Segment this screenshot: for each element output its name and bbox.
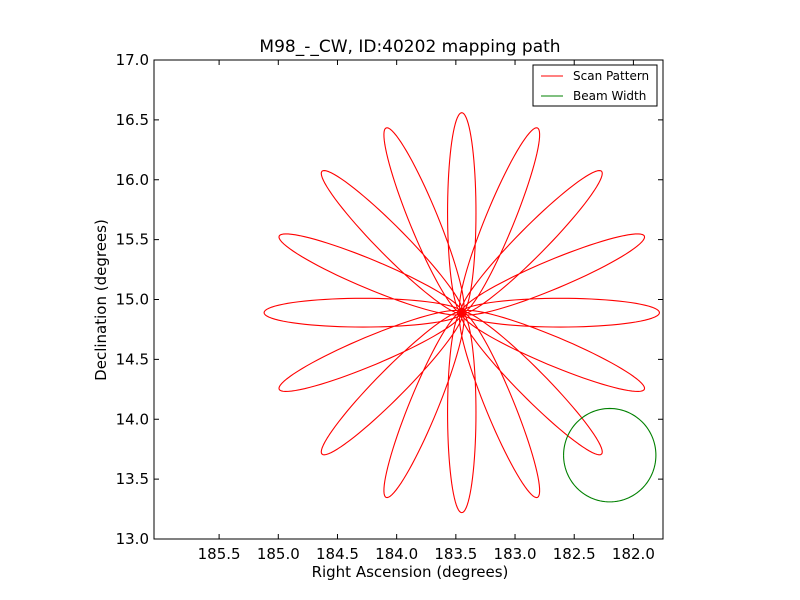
x-tick-label: 182.0 bbox=[612, 545, 655, 563]
legend: Scan Pattern Beam Width bbox=[532, 64, 658, 107]
y-tick-label: 15.0 bbox=[116, 291, 149, 309]
y-tick-label: 13.5 bbox=[116, 470, 149, 488]
beam-width-circle bbox=[563, 407, 657, 503]
x-tick-label: 184.5 bbox=[316, 545, 359, 563]
x-tick-label: 185.5 bbox=[198, 545, 241, 563]
legend-box bbox=[532, 64, 658, 107]
y-axis-ticks: 13.0 13.5 14.0 14.5 15.0 15.5 16.0 16.5 17.0 bbox=[116, 51, 663, 548]
x-axis-ticks: 185.5 185.0 184.5 184.0 183.5 183.0 182.5 182.0 bbox=[198, 60, 655, 563]
x-tick-label: 183.5 bbox=[434, 545, 477, 563]
chart-title: M98_-_CW, ID:40202 mapping path bbox=[259, 37, 560, 57]
y-tick-label: 16.5 bbox=[116, 111, 149, 129]
legend-label-beam-width: Beam Width bbox=[573, 89, 646, 103]
x-axis-label: Right Ascension (degrees) bbox=[312, 563, 509, 581]
y-tick-label: 14.5 bbox=[116, 350, 149, 368]
y-axis-label: Declination (degrees) bbox=[92, 219, 110, 381]
legend-label-scan-pattern: Scan Pattern bbox=[573, 69, 649, 83]
x-tick-label: 184.0 bbox=[375, 545, 418, 563]
y-tick-label: 15.5 bbox=[116, 231, 149, 249]
x-tick-label: 183.0 bbox=[494, 545, 537, 563]
plot-area bbox=[263, 112, 660, 514]
x-tick-label: 182.5 bbox=[553, 545, 596, 563]
y-tick-label: 16.0 bbox=[116, 171, 149, 189]
y-tick-label: 17.0 bbox=[116, 51, 149, 69]
x-tick-label: 185.0 bbox=[257, 545, 300, 563]
y-tick-label: 13.0 bbox=[116, 530, 149, 548]
scan-pattern-line bbox=[263, 112, 660, 514]
y-tick-label: 14.0 bbox=[116, 410, 149, 428]
